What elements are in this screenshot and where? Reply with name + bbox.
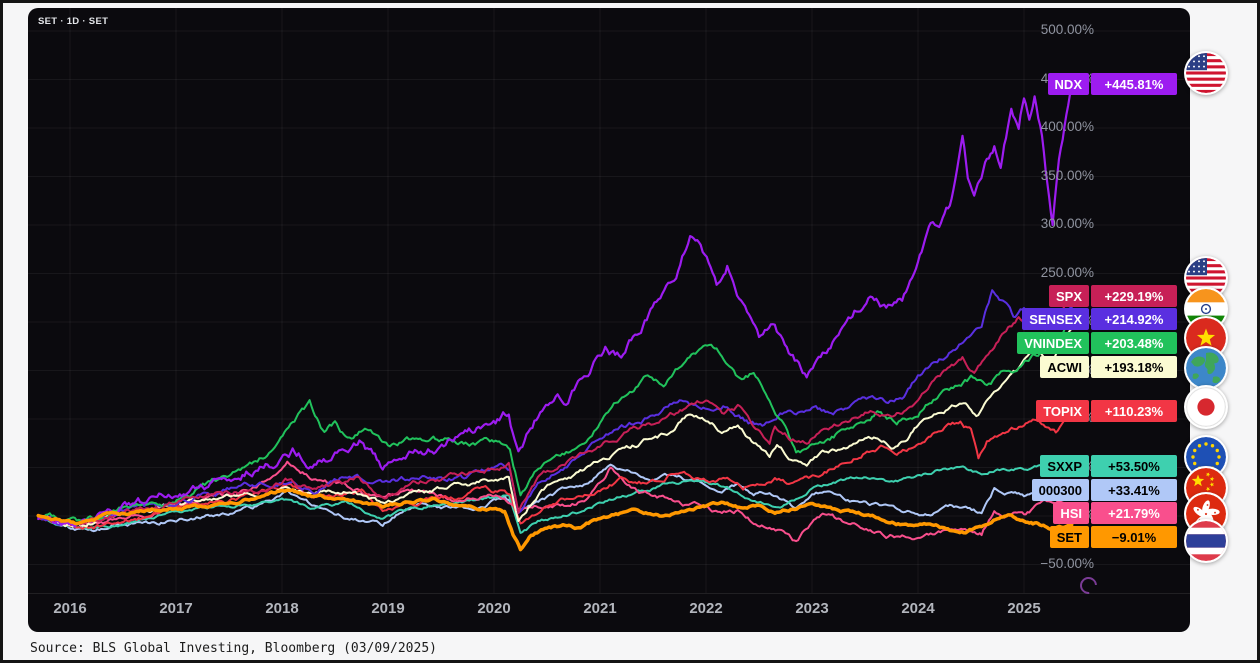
x-axis-tick: 2020 bbox=[477, 600, 511, 617]
series-change-value: +203.48% bbox=[1091, 332, 1177, 354]
flag-globe-icon bbox=[1184, 346, 1228, 390]
series-label-topix[interactable]: TOPIX +110.23% bbox=[1036, 400, 1177, 422]
y-axis-tick: 350.00% bbox=[1040, 167, 1094, 183]
series-line-hsi[interactable] bbox=[37, 460, 1073, 543]
flag-th-icon bbox=[1184, 519, 1228, 563]
x-axis-tick: 2022 bbox=[689, 600, 723, 617]
x-axis-tick: 2019 bbox=[371, 600, 405, 617]
series-change-value: +33.41% bbox=[1091, 479, 1177, 501]
series-label-acwi[interactable]: ACWI +193.18% bbox=[1040, 356, 1177, 378]
x-axis-tick: 2021 bbox=[583, 600, 617, 617]
series-ticker: TOPIX bbox=[1036, 400, 1089, 422]
series-line-sensex[interactable] bbox=[37, 289, 1073, 526]
series-line-ndx[interactable] bbox=[37, 82, 1073, 528]
source-caption: Source: BLS Global Investing, Bloomberg … bbox=[30, 641, 437, 656]
series-label-vnindex[interactable]: VNINDEX +203.48% bbox=[1017, 332, 1177, 354]
series-label-hsi[interactable]: HSI +21.79% bbox=[1053, 502, 1177, 524]
flag-jp-icon bbox=[1184, 385, 1228, 429]
series-change-value: +193.18% bbox=[1091, 356, 1177, 378]
series-line-topix[interactable] bbox=[37, 408, 1073, 530]
y-axis-tick: 250.00% bbox=[1040, 264, 1094, 280]
series-ticker: SXXP bbox=[1040, 455, 1089, 477]
series-change-value: +110.23% bbox=[1091, 400, 1177, 422]
series-ticker: SET bbox=[1049, 526, 1089, 548]
x-axis-tick: 2023 bbox=[795, 600, 829, 617]
x-axis-tick: 2024 bbox=[901, 600, 935, 617]
series-line-spx[interactable] bbox=[37, 292, 1073, 527]
series-ticker: SENSEX bbox=[1022, 308, 1089, 330]
series-label-sensex[interactable]: SENSEX +214.92% bbox=[1022, 308, 1177, 330]
y-axis-tick: −50.00% bbox=[1040, 555, 1094, 571]
series-line-000300[interactable] bbox=[37, 463, 1073, 533]
series-change-value: −9.01% bbox=[1091, 526, 1177, 548]
series-ticker: SPX bbox=[1048, 285, 1089, 307]
series-change-value: +21.79% bbox=[1091, 502, 1177, 524]
symbol-legend: SET · 1D · SET bbox=[38, 16, 109, 27]
time-scale[interactable]: 2016 2017 2018 2019 2020 2021 2022 2023 2024 2025 bbox=[28, 594, 1190, 632]
x-axis-tick: 2016 bbox=[53, 600, 87, 617]
x-axis-tick: 2017 bbox=[159, 600, 193, 617]
series-ticker: VNINDEX bbox=[1017, 332, 1089, 354]
series-change-value: +445.81% bbox=[1091, 73, 1177, 95]
series-label-spx[interactable]: SPX +229.19% bbox=[1048, 285, 1177, 307]
series-change-value: +53.50% bbox=[1091, 455, 1177, 477]
series-line-acwi[interactable] bbox=[37, 327, 1073, 528]
series-ticker: ACWI bbox=[1040, 356, 1089, 378]
series-change-value: +214.92% bbox=[1091, 308, 1177, 330]
series-line-set[interactable] bbox=[36, 488, 1074, 552]
series-label-sxxp[interactable]: SXXP +53.50% bbox=[1040, 455, 1177, 477]
x-axis-tick: 2018 bbox=[265, 600, 299, 617]
y-axis-tick: 500.00% bbox=[1040, 22, 1094, 37]
series-label-set[interactable]: SET −9.01% bbox=[1049, 526, 1177, 548]
chart-panel[interactable] bbox=[28, 8, 1190, 632]
series-ticker: 000300 bbox=[1031, 479, 1089, 501]
series-line-vnindex[interactable] bbox=[37, 317, 1073, 524]
series-change-value: +229.19% bbox=[1091, 285, 1177, 307]
series-ticker: HSI bbox=[1053, 502, 1089, 524]
time-axis-separator bbox=[28, 593, 1190, 594]
series-label-000300[interactable]: 000300 +33.41% bbox=[1031, 479, 1177, 501]
flag-us-icon bbox=[1184, 51, 1228, 95]
y-axis-tick: 400.00% bbox=[1040, 119, 1094, 134]
series-ticker: NDX bbox=[1047, 73, 1089, 95]
series-label-ndx[interactable]: NDX +445.81% bbox=[1047, 73, 1177, 95]
x-axis-tick: 2025 bbox=[1007, 600, 1041, 617]
y-axis-tick: 300.00% bbox=[1040, 216, 1094, 231]
